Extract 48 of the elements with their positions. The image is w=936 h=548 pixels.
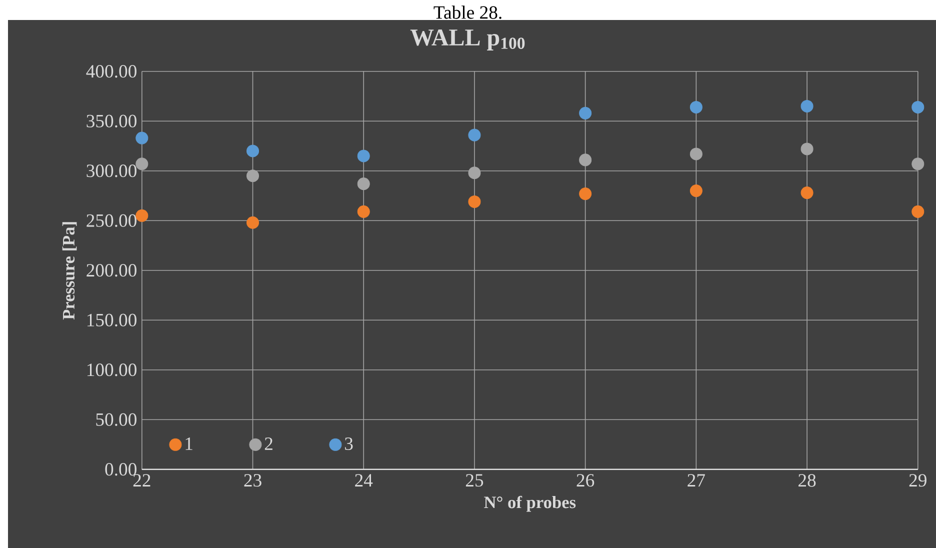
point bbox=[246, 216, 260, 229]
point bbox=[579, 154, 592, 166]
point bbox=[690, 184, 702, 198]
chart-title: WALL p$_{100}$ bbox=[410, 30, 525, 50]
y-tick-label: 300.00 bbox=[86, 164, 136, 178]
x-tick-label: 26 bbox=[576, 474, 594, 487]
point bbox=[800, 186, 814, 200]
y-tick-label: 200.00 bbox=[86, 264, 136, 277]
point bbox=[579, 187, 592, 200]
x-axis-title: N° of probes bbox=[484, 496, 576, 512]
y-tick-label: 100.00 bbox=[87, 364, 136, 376]
x-tick-label: 22 bbox=[133, 474, 150, 486]
point bbox=[690, 148, 702, 160]
point bbox=[136, 209, 148, 222]
y-axis-title: Pressure [Pa] bbox=[62, 222, 77, 320]
point bbox=[468, 166, 481, 180]
point bbox=[800, 142, 814, 156]
legend-label: 1 bbox=[186, 437, 192, 450]
y-tick-label: 250.00 bbox=[86, 214, 136, 227]
legend-label: 2 bbox=[264, 437, 272, 450]
point bbox=[136, 132, 148, 144]
point bbox=[912, 205, 924, 218]
y-tick-label: 150.00 bbox=[87, 314, 136, 326]
point bbox=[912, 100, 924, 114]
x-tick-label: 27 bbox=[688, 474, 705, 486]
point bbox=[468, 195, 481, 208]
point bbox=[357, 205, 370, 218]
y-tick-label: 50.00 bbox=[96, 413, 136, 426]
point bbox=[357, 178, 370, 190]
point bbox=[246, 170, 260, 182]
x-tick-label: 29 bbox=[909, 474, 926, 487]
x-tick-label: 24 bbox=[355, 474, 373, 486]
point bbox=[800, 100, 814, 112]
point bbox=[246, 144, 260, 158]
y-tick-label: 350.00 bbox=[86, 114, 136, 128]
point bbox=[912, 158, 924, 170]
point bbox=[468, 128, 481, 142]
y-tick-label: 400.00 bbox=[86, 65, 136, 78]
point bbox=[579, 106, 592, 120]
point bbox=[136, 158, 148, 170]
y-tick-label: 0.00 bbox=[105, 463, 136, 476]
legend-label: 3 bbox=[345, 437, 353, 450]
point bbox=[690, 100, 702, 114]
point bbox=[357, 150, 370, 162]
x-tick-label: 28 bbox=[798, 474, 816, 487]
x-tick-label: 23 bbox=[244, 474, 262, 487]
x-tick-label: 25 bbox=[466, 474, 484, 487]
caption: Table 28. bbox=[434, 6, 502, 19]
